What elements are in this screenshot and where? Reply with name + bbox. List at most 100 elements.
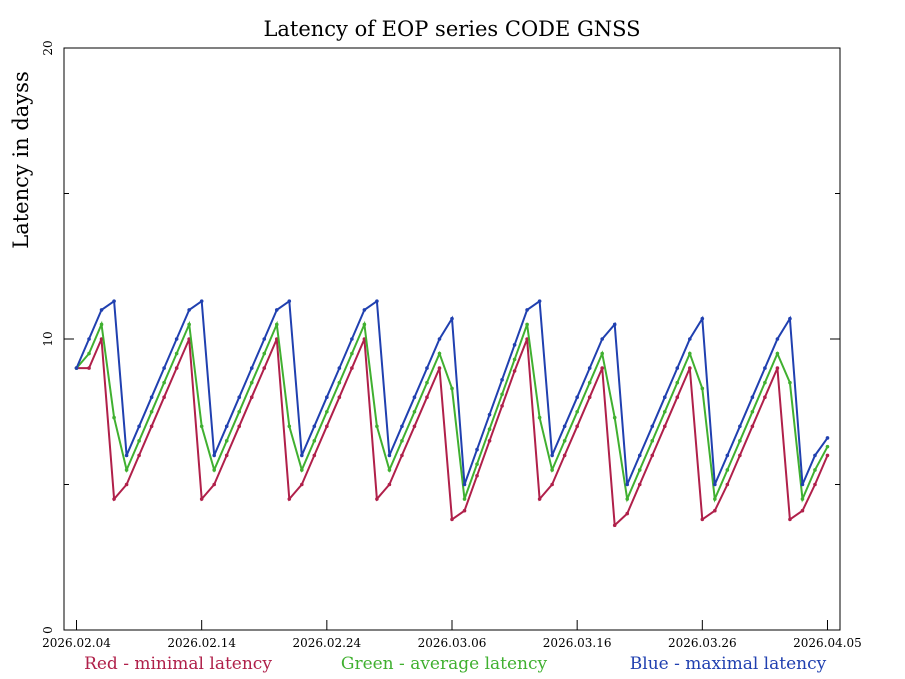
data-point <box>112 415 116 420</box>
plot-frame <box>63 47 841 631</box>
data-point <box>137 439 141 443</box>
data-point <box>738 424 742 429</box>
data-point <box>112 299 116 303</box>
data-point <box>675 395 680 400</box>
data-point <box>688 337 692 341</box>
data-point <box>662 395 667 400</box>
x-tick-label: 2026.02.04 <box>42 636 111 650</box>
data-point <box>224 439 229 443</box>
data-point <box>124 468 129 472</box>
data-point <box>224 424 229 429</box>
data-point <box>387 453 392 458</box>
data-point <box>412 424 417 429</box>
data-point <box>750 424 755 429</box>
data-point <box>249 395 254 400</box>
data-point <box>750 395 755 400</box>
data-point <box>337 380 342 385</box>
data-point <box>337 395 342 400</box>
y-tick-label: 20 <box>41 40 55 55</box>
data-point <box>224 453 229 458</box>
data-point <box>525 322 529 327</box>
legend-label: Blue - maximal latency <box>630 654 827 674</box>
data-point <box>525 308 529 312</box>
data-point <box>312 453 317 458</box>
data-point <box>662 424 667 429</box>
data-point <box>700 316 705 321</box>
data-point <box>788 517 792 522</box>
data-point <box>650 424 655 429</box>
data-point <box>537 299 542 303</box>
data-point <box>174 337 179 341</box>
y-tick-label: 0 <box>41 626 55 634</box>
data-point <box>612 523 617 528</box>
data-point <box>124 453 129 458</box>
data-point <box>212 482 216 487</box>
data-point <box>537 497 542 501</box>
data-point <box>437 351 442 356</box>
data-point <box>612 415 617 420</box>
data-point <box>600 366 604 370</box>
data-point <box>450 316 454 321</box>
data-point <box>587 380 592 385</box>
data-point <box>287 424 292 429</box>
data-point <box>350 366 354 370</box>
data-point <box>600 337 604 341</box>
data-point <box>675 366 680 370</box>
data-point <box>575 409 579 414</box>
data-point <box>187 322 191 327</box>
data-point <box>312 439 317 443</box>
data-point <box>537 415 542 420</box>
data-point <box>763 366 767 370</box>
data-point <box>725 482 730 487</box>
data-point <box>475 447 479 452</box>
x-tick-label: 2026.02.24 <box>292 636 361 650</box>
data-point <box>575 395 579 400</box>
data-point <box>637 468 642 472</box>
data-point <box>112 497 116 501</box>
data-point <box>425 380 429 385</box>
data-point <box>375 497 379 501</box>
data-point <box>825 453 830 458</box>
data-point <box>74 366 79 370</box>
data-point <box>788 380 792 385</box>
data-point <box>450 386 454 391</box>
data-point <box>174 351 179 356</box>
data-point <box>813 468 817 472</box>
data-point <box>462 497 467 501</box>
data-point <box>625 482 630 487</box>
y-tick-label: 10 <box>41 331 55 346</box>
data-point <box>375 299 379 303</box>
data-point <box>400 453 404 458</box>
data-point <box>688 366 692 370</box>
data-point <box>487 439 492 443</box>
data-point <box>675 380 680 385</box>
data-point <box>312 424 317 429</box>
data-point <box>199 497 204 501</box>
data-point <box>124 482 129 487</box>
data-point <box>800 482 805 487</box>
data-point <box>87 337 91 341</box>
data-point <box>462 482 467 487</box>
data-point <box>562 453 567 458</box>
data-point <box>362 308 367 312</box>
data-point <box>562 424 567 429</box>
data-point <box>625 511 630 516</box>
data-point <box>262 351 267 356</box>
data-point <box>300 453 304 458</box>
data-point <box>637 453 642 458</box>
data-point <box>287 299 292 303</box>
data-point <box>262 337 267 341</box>
data-point <box>387 482 392 487</box>
data-point <box>87 366 91 370</box>
data-point <box>800 497 805 501</box>
data-point <box>199 424 204 429</box>
data-point <box>387 468 392 472</box>
data-point <box>362 322 367 327</box>
data-point <box>300 468 304 472</box>
data-point <box>437 337 442 341</box>
legend-label: Red - minimal latency <box>84 654 272 674</box>
data-point <box>813 482 817 487</box>
data-point <box>487 412 492 417</box>
y-axis-label: Latency in dayss <box>9 71 33 248</box>
